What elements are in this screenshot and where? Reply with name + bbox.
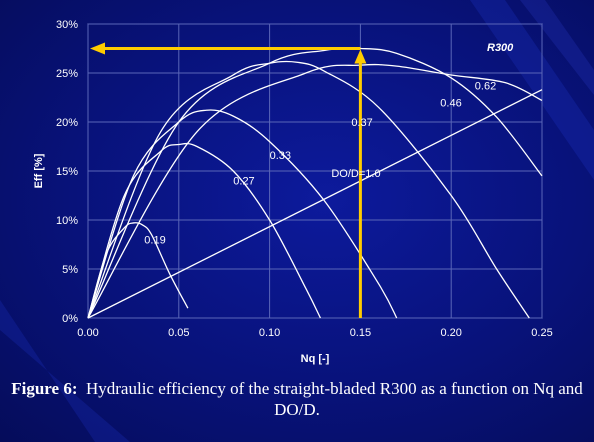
curve-label: 0.27 [233,176,254,188]
curve-label: 0.33 [270,150,291,162]
arrow-head-up [354,49,367,64]
arrow-head-left [90,42,105,55]
x-tick-label: 0.05 [168,327,189,339]
arrow-layer [90,42,367,318]
series-line [87,60,530,319]
tick-labels: 0% 5% 10% 15% 20% 25% 30% 0.00 0.05 0.10 0.15 0.20 0… [56,19,553,339]
y-tick-label: 30% [56,19,78,31]
y-axis-title: Eff [%] [33,153,45,188]
x-tick-label: 0.15 [350,327,371,339]
x-axis-title: Nq [-] [301,353,330,365]
figure-caption: Figure 6: Hydraulic efficiency of the st… [0,378,594,420]
grid-lines [87,23,543,319]
curve-labels: 0.19 0.27 0.33 0.37 0.46 0.62 DO/D=1.0 [144,81,496,247]
caption-text: Hydraulic efficiency of the straight-bla… [85,379,583,419]
series-line [87,142,322,319]
y-tick-label: 15% [56,166,78,178]
x-tick-label: 0.25 [531,327,552,339]
caption-label: Figure 6: [11,379,78,398]
series-line [87,109,398,319]
series-line [87,63,543,319]
x-tick-label: 0.10 [259,327,280,339]
series-line [87,222,189,319]
y-tick-label: 25% [56,68,78,80]
y-tick-label: 20% [56,117,78,129]
curve-label: 0.19 [144,235,165,247]
y-tick-label: 0% [62,313,78,325]
curve-label: 0.62 [475,81,496,93]
y-tick-label: 5% [62,264,78,276]
curve-label: DO/D=1.0 [331,168,380,180]
x-tick-label: 0.00 [77,327,98,339]
curve-label: 0.37 [351,117,372,129]
y-tick-label: 10% [56,215,78,227]
curve-label: 0.46 [440,97,461,109]
chart-title: R300 [487,42,514,54]
series-line [87,89,543,319]
x-tick-label: 0.20 [440,327,461,339]
